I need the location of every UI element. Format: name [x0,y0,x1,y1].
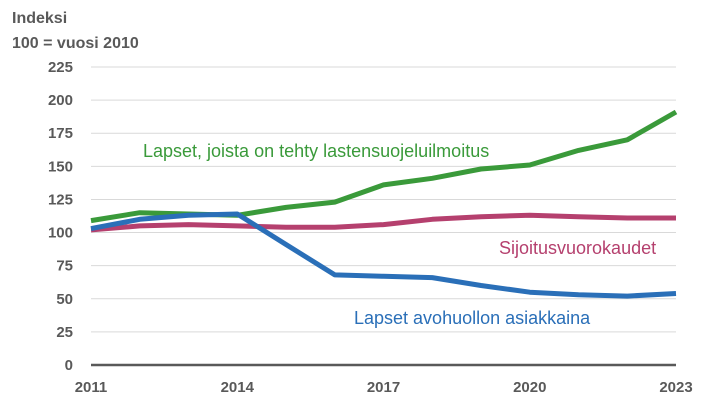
y-tick-label: 100 [48,225,73,242]
y-axis-title-line-2: 100 = vuosi 2010 [12,35,139,52]
y-tick-labels: 0 25 50 75 100 125 150 175 200 225 [48,59,73,374]
gridlines [91,66,676,333]
series-label-lastensuojeluilmoitus: Lapset, joista on tehty lastensuojeluilm… [143,141,489,161]
y-tick-label: 175 [48,125,73,142]
x-tick-label: 2017 [367,379,400,396]
x-tick-label: 2011 [75,379,108,396]
y-tick-label: 50 [56,291,73,308]
y-tick-label: 225 [48,59,73,76]
y-tick-label: 0 [65,357,73,374]
series-lines [90,109,678,299]
y-axis-title-line-1: Indeksi [12,10,67,27]
x-tick-label: 2014 [221,379,255,396]
x-tick-labels: 2011 2014 2017 2020 2023 [75,379,693,396]
x-tick-label: 2020 [513,379,546,396]
y-tick-label: 25 [56,324,73,341]
series-label-sijoitusvuorokaudet: Sijoitusvuorokaudet [499,238,656,258]
series-line-1 [90,212,676,233]
y-tick-label: 200 [48,92,73,109]
x-tick-label: 2023 [659,379,692,396]
series-label-avohuollon-asiakkaina: Lapset avohuollon asiakkaina [354,308,591,328]
series-line-2 [90,211,677,299]
y-tick-label: 150 [48,158,73,175]
y-tick-label: 75 [56,258,73,275]
y-tick-label: 125 [48,191,73,208]
